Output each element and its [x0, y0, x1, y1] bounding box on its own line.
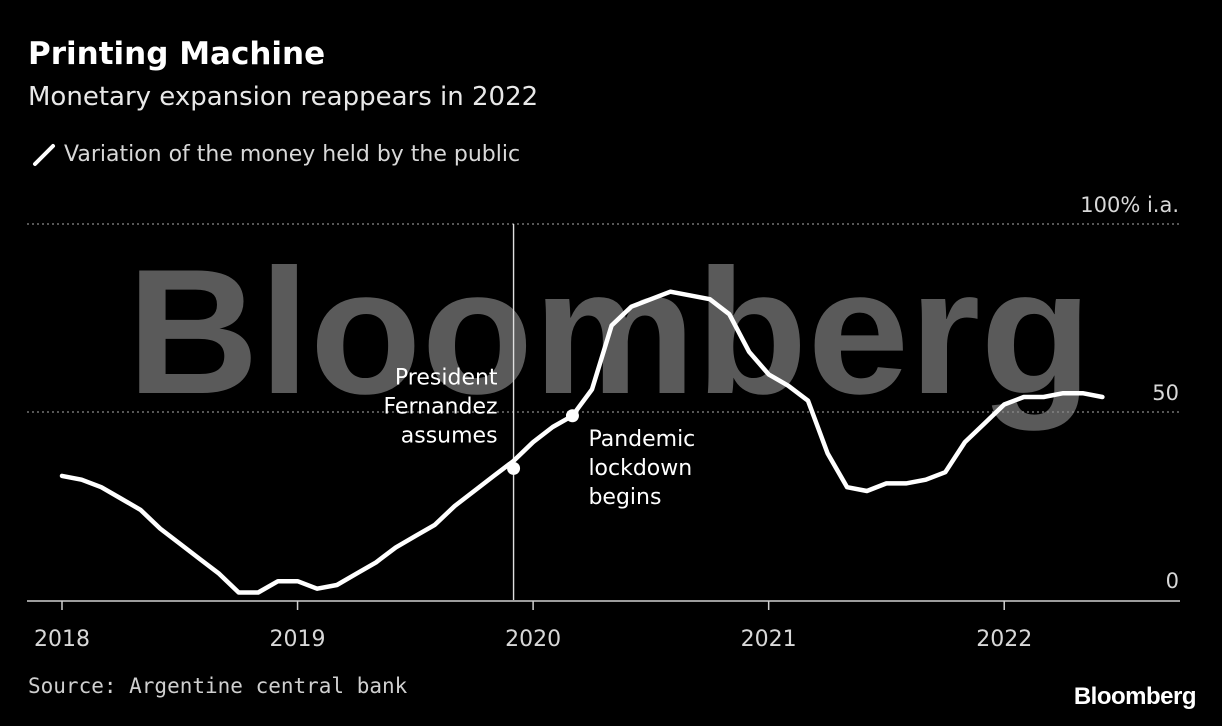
x-tick-label: 2022 — [976, 627, 1032, 652]
annotation-marker — [507, 461, 521, 475]
series-line — [59, 289, 1105, 595]
y-tick-label: 0 — [1166, 569, 1179, 593]
y-tick-label: 100% i.a. — [1080, 193, 1179, 217]
annotation-marker — [565, 409, 579, 423]
legend-label: Variation of the money held by the publi… — [64, 142, 521, 167]
source-note: Source: Argentine central bank — [28, 674, 408, 698]
chart-title: Printing Machine — [28, 36, 326, 72]
annotation-label: Pandemic lockdown begins — [588, 427, 695, 510]
x-tick-label: 2021 — [741, 627, 797, 652]
x-tick-label: 2019 — [270, 627, 326, 652]
brand-logo: Bloomberg — [1073, 683, 1197, 710]
annotation-label: President Fernandez assumes — [383, 365, 497, 448]
y-tick-label: 50 — [1152, 381, 1179, 405]
legend: Variation of the money held by the publi… — [32, 142, 520, 167]
legend-line-icon — [33, 143, 55, 166]
chart-subtitle: Monetary expansion reappears in 2022 — [28, 82, 539, 112]
x-tick-label: 2020 — [505, 627, 561, 652]
x-tick-label: 2018 — [34, 627, 90, 652]
